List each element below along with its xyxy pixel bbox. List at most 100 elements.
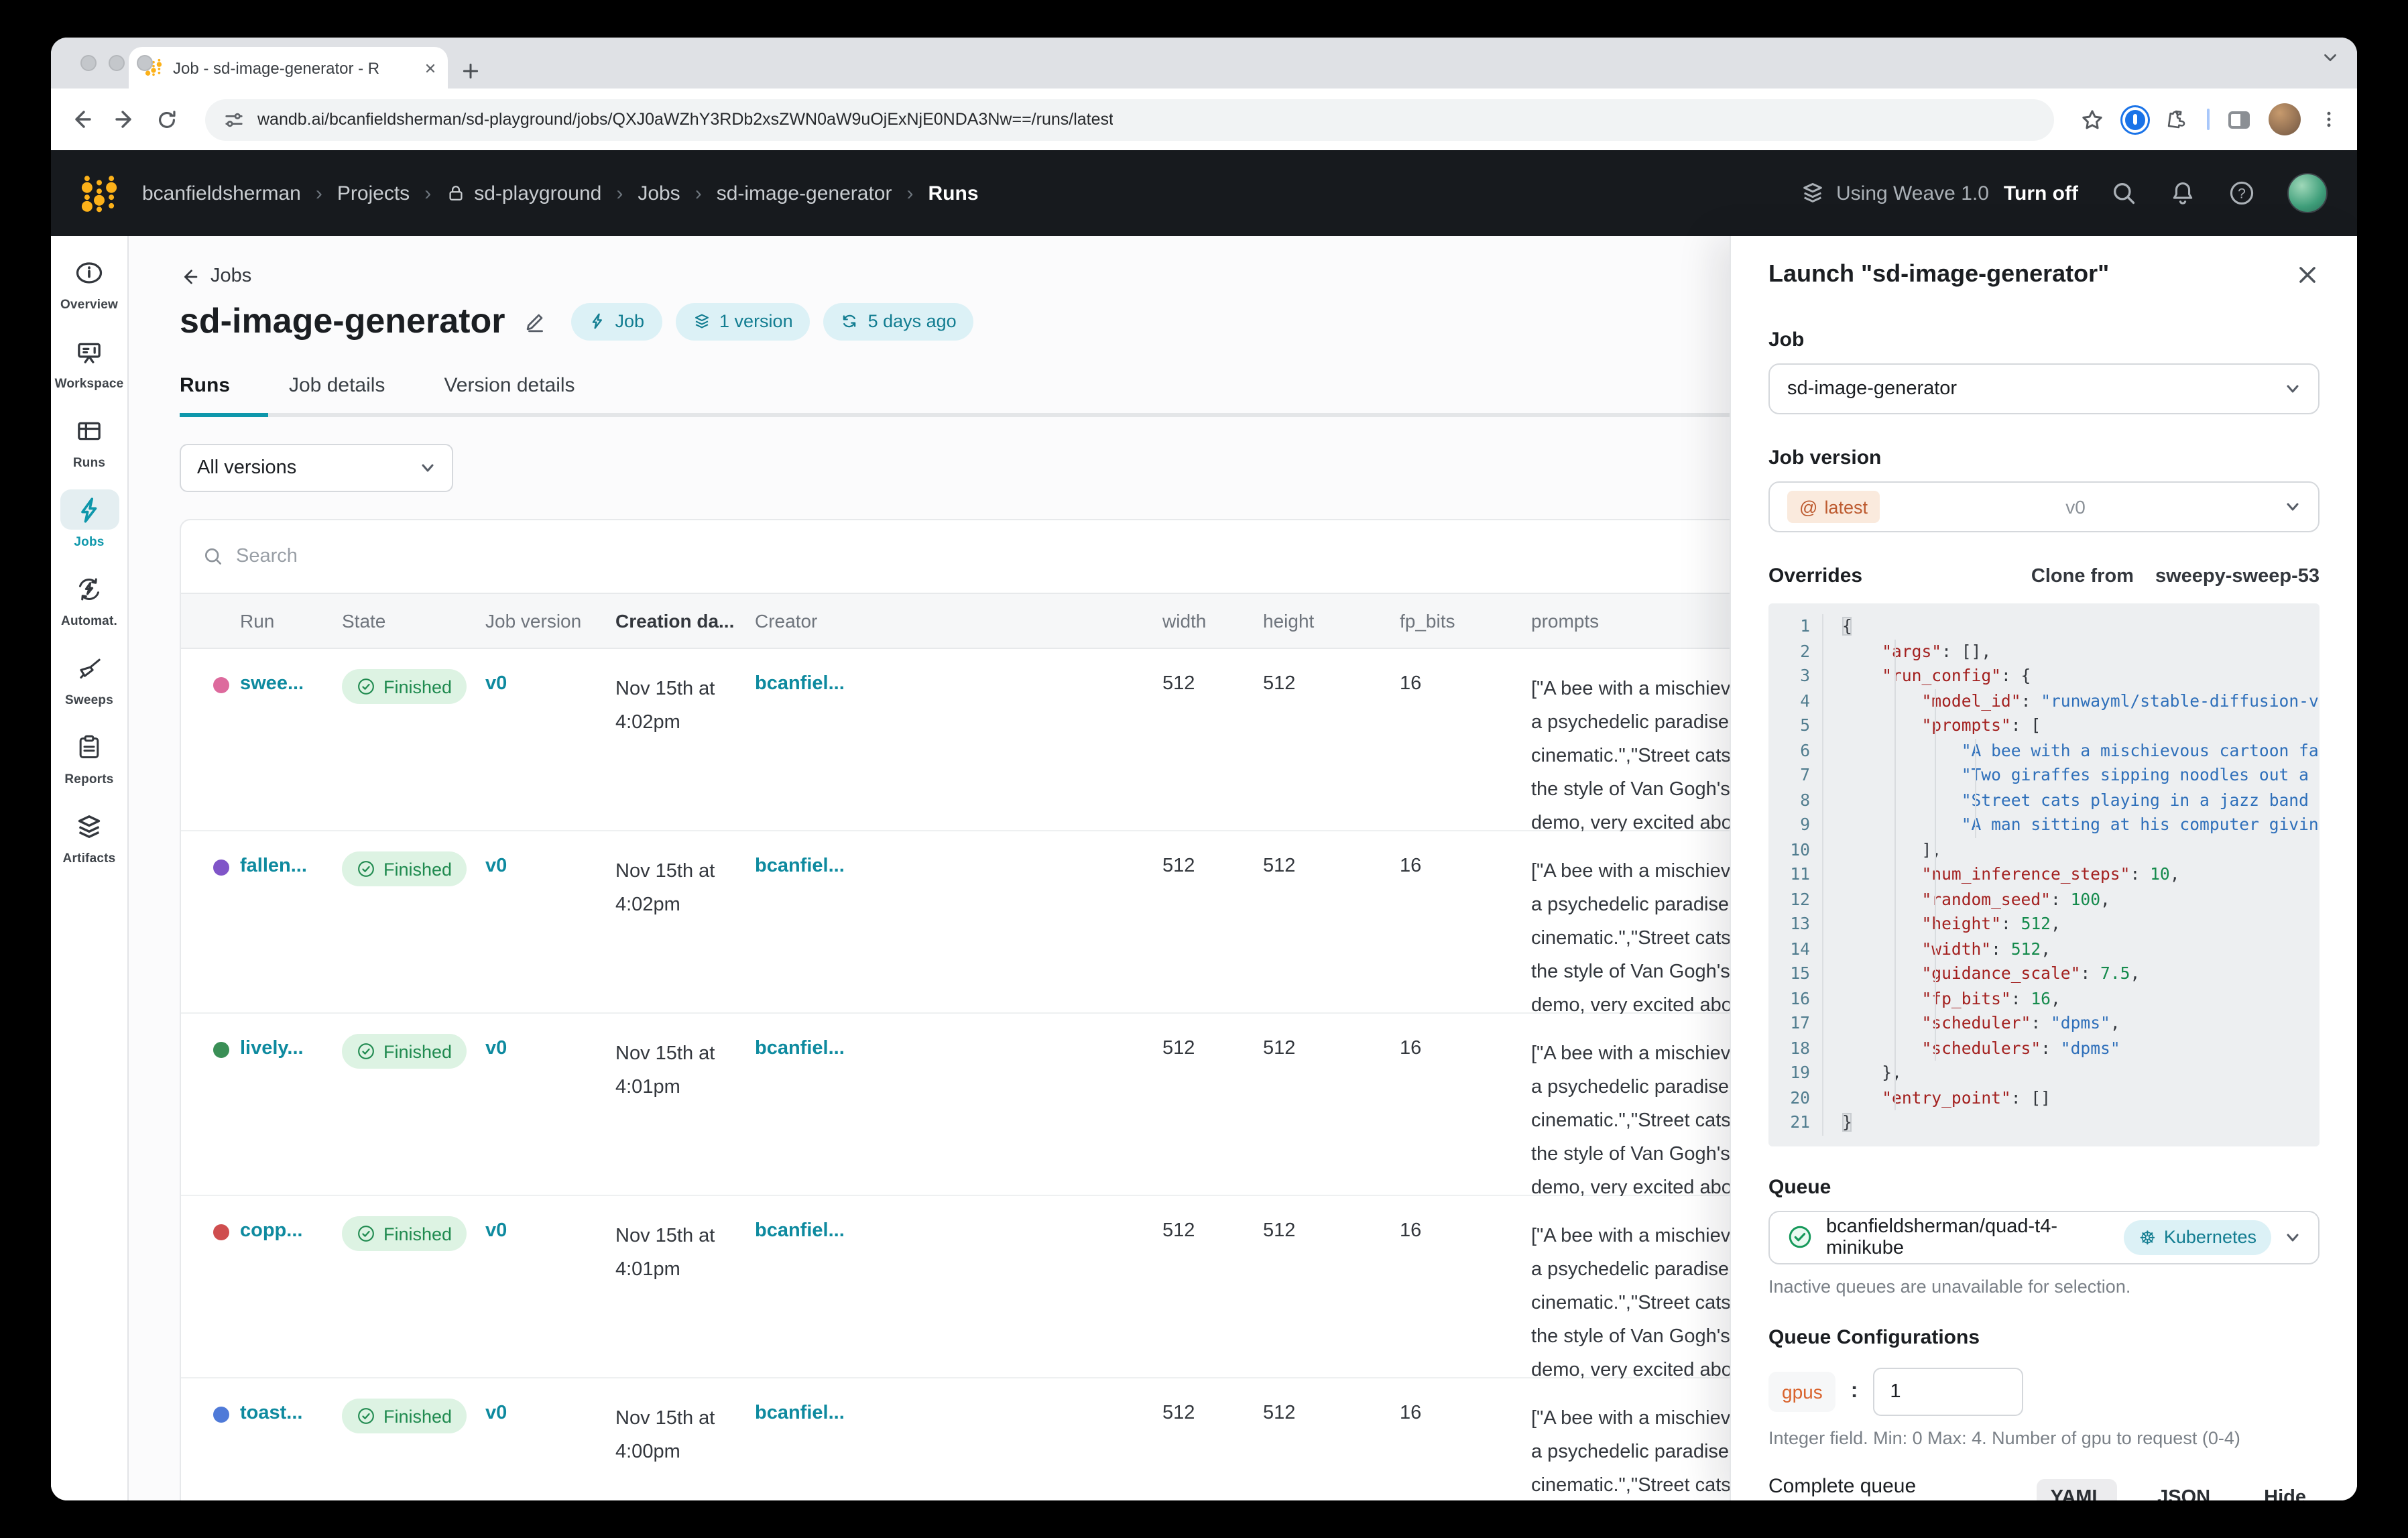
sidebar-item-label: Overview [60,298,119,312]
sidebar-item-jobs[interactable]: Jobs [60,489,119,550]
latest-version-badge: @ latest [1787,491,1880,523]
column-header-run[interactable]: Run [240,610,275,632]
wandb-logo-icon[interactable] [80,172,118,214]
sidebar-item-label: Sweeps [65,693,113,708]
format-button-hide[interactable]: Hide [2264,1486,2306,1500]
site-info-icon[interactable] [224,109,244,129]
sidebar-item-overview[interactable]: Overview [60,252,119,312]
sidebar-item-label: Artifacts [62,851,116,866]
run-name-link[interactable]: lively... [240,1038,304,1059]
clone-from-run-link[interactable]: sweepy-sweep-53 [2155,565,2320,587]
weave-toggle[interactable]: Using Weave 1.0 Turn off [1800,181,2078,205]
queue-select[interactable]: bcanfieldsherman/quad-t4-minikube ☸ Kube… [1768,1210,2320,1264]
close-tab-icon[interactable] [424,61,437,74]
breadcrumb-item-projects[interactable]: Projects [337,182,410,204]
tab-runs[interactable]: Runs [180,374,230,397]
sidebar-item-automat[interactable]: Automat. [60,569,119,629]
table-search-input[interactable] [236,546,638,567]
queue-active-check-icon [1787,1224,1813,1250]
browser-menu-icon[interactable] [2320,110,2338,129]
breadcrumb-item-sd-image-generator[interactable]: sd-image-generator [717,182,892,204]
close-drawer-icon[interactable] [2295,262,2320,286]
breadcrumb-item-bcanfieldsherman[interactable]: bcanfieldsherman [142,182,301,204]
back-to-jobs-link[interactable]: Jobs [180,265,251,287]
column-header-height[interactable]: height [1263,610,1315,632]
help-icon[interactable]: ? [2228,180,2255,206]
chevron-down-icon [2285,1229,2301,1245]
user-avatar[interactable] [2287,173,2328,213]
refresh-icon[interactable] [156,108,178,131]
sidebar-item-artifacts[interactable]: Artifacts [60,806,119,866]
breadcrumb-item-sd-playground[interactable]: sd-playground [446,182,601,204]
forward-icon[interactable] [113,107,137,131]
job-version-link[interactable]: v0 [485,1403,507,1424]
svg-text:?: ? [2238,186,2246,202]
queue-helper-text: Inactive queues are unavailable for sele… [1768,1276,2131,1296]
browser-tab[interactable]: Job - sd-image-generator - R [129,47,448,88]
run-name-link[interactable]: toast... [240,1403,303,1424]
tab-job-details[interactable]: Job details [289,374,385,397]
job-version-link[interactable]: v0 [485,1038,507,1059]
column-header-job-version[interactable]: Job version [485,610,582,632]
column-header-width[interactable]: width [1162,610,1207,632]
width-value: 512 [1162,1220,1195,1242]
column-header-state[interactable]: State [342,610,386,632]
creator-link[interactable]: bcanfiel... [755,673,845,695]
column-header-fp-bits[interactable]: fp_bits [1400,610,1455,632]
format-button-json[interactable]: JSON [2157,1486,2211,1500]
height-value: 512 [1263,673,1296,695]
extensions-puzzle-icon[interactable] [2167,109,2188,130]
password-manager-icon[interactable] [2122,107,2148,132]
job-version-link[interactable]: v0 [485,673,507,695]
sidebar-item-runs[interactable]: Runs [60,410,119,471]
breadcrumb-item-jobs[interactable]: Jobs [638,182,680,204]
maximize-window-button[interactable] [137,55,153,71]
creator-link[interactable]: bcanfiel... [755,1403,845,1424]
version-filter-dropdown[interactable]: All versions [180,444,453,492]
search-tabs-icon[interactable] [2322,50,2338,66]
job-version-select[interactable]: @ latest v0 [1768,481,2320,532]
table-search-row [181,520,2270,593]
notifications-bell-icon[interactable] [2169,180,2196,206]
bolt-icon [588,312,605,330]
bookmark-star-icon[interactable] [2081,108,2104,131]
url-text[interactable]: wandb.ai/bcanfieldsherman/sd-playground/… [257,110,1113,129]
job-version-link[interactable]: v0 [485,855,507,877]
sidebar-item-sweeps[interactable]: Sweeps [60,648,119,708]
side-panel-icon[interactable] [2228,111,2250,128]
url-bar[interactable]: wandb.ai/bcanfieldsherman/sd-playground/… [205,99,2054,140]
job-select[interactable]: sd-image-generator [1768,363,2320,414]
indent-guide [1894,639,1896,1110]
search-icon[interactable] [2110,180,2137,206]
weave-turn-off-button[interactable]: Turn off [2003,182,2078,204]
creator-link[interactable]: bcanfiel... [755,1038,845,1059]
minimize-window-button[interactable] [109,55,125,71]
window-controls[interactable] [80,55,153,71]
breadcrumb-label: Projects [337,182,410,204]
badge-1-version: 1 version [675,302,810,340]
creation-date: Nov 15th at 4:02pm [615,861,715,916]
run-name-link[interactable]: swee... [240,673,304,695]
column-header-creation-da-[interactable]: Creation da... [615,610,735,632]
width-value: 512 [1162,1038,1195,1059]
weave-layers-icon [1800,181,1824,205]
browser-profile-avatar[interactable] [2269,103,2301,135]
sidebar-item-reports[interactable]: Reports [60,727,119,787]
column-header-prompts[interactable]: prompts [1531,610,1600,632]
tab-version-details[interactable]: Version details [444,374,575,397]
creator-link[interactable]: bcanfiel... [755,1220,845,1242]
close-window-button[interactable] [80,55,97,71]
new-tab-button[interactable] [461,62,480,80]
format-button-yaml[interactable]: YAML [2037,1478,2118,1500]
breadcrumb-item-runs[interactable]: Runs [928,182,979,204]
column-header-creator[interactable]: Creator [755,610,818,632]
run-name-link[interactable]: copp... [240,1220,303,1242]
sidebar-item-workspace[interactable]: Workspace [55,331,124,392]
job-version-link[interactable]: v0 [485,1220,507,1242]
edit-pencil-icon[interactable] [524,310,546,333]
run-name-link[interactable]: fallen... [240,855,307,877]
creator-link[interactable]: bcanfiel... [755,855,845,877]
gpus-input[interactable] [1872,1367,2023,1415]
back-icon[interactable] [70,107,94,131]
overrides-code-editor[interactable]: 1 2 3 4 5 6 7 8 9 10 11 12 13 14 15 16 17 18 19 20 21 { "arg… [1768,603,2320,1146]
